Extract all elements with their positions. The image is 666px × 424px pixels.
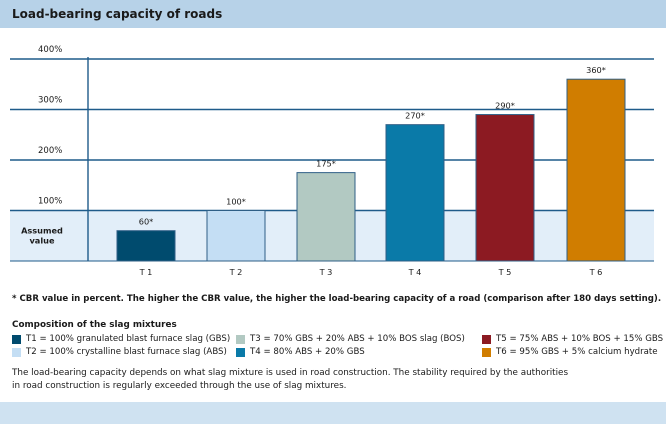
footer-band (0, 402, 666, 424)
bar-t1 (116, 230, 176, 262)
legend-heading: Composition of the slag mixtures (12, 320, 177, 330)
legend-item-t4: T4 = 80% ABS + 20% GBS (236, 347, 365, 357)
legend-label: T6 = 95% GBS + 5% calcium hydrate (496, 347, 658, 357)
legend-label: T5 = 75% ABS + 10% BOS + 15% GBS (496, 334, 664, 344)
x-tick-label: T 3 (319, 267, 333, 277)
title-band: Load-bearing capacity of roads (0, 0, 666, 28)
legend-label: T2 = 100% crystalline blast furnace slag… (26, 347, 227, 357)
y-tick-label: 400% (38, 45, 62, 55)
x-tick-label: T 2 (229, 267, 243, 277)
x-tick-label: T 6 (589, 267, 603, 277)
legend-item-t2: T2 = 100% crystalline blast furnace slag… (12, 347, 227, 357)
x-tick-label: T 1 (139, 267, 153, 277)
assumed-value-label: value (29, 236, 54, 246)
legend-swatch (236, 347, 245, 357)
bar-value-label: 60* (139, 217, 154, 227)
assumed-value-band-left (10, 210, 88, 261)
bar-value-label: 360* (586, 65, 606, 75)
y-tick-label: 100% (38, 197, 62, 207)
legend-label: T3 = 70% GBS + 20% ABS + 10% BOS slag (B… (250, 334, 465, 344)
legend-item-t6: T6 = 95% GBS + 5% calcium hydrate (482, 347, 658, 357)
legend-swatch (236, 334, 245, 344)
assumed-value-label: Assumed (21, 226, 63, 236)
bar-t2 (206, 210, 266, 262)
legend-swatch (482, 347, 491, 357)
legend-item-t1: T1 = 100% granulated blast furnace slag … (12, 334, 230, 344)
page-title: Load-bearing capacity of roads (12, 7, 223, 21)
description: The load-bearing capacity depends on wha… (12, 367, 652, 393)
assumed-value-band (88, 210, 654, 261)
bar-value-label: 175* (316, 159, 336, 169)
x-tick-label: T 5 (498, 267, 512, 277)
y-tick-label: 200% (38, 146, 62, 156)
legend-item-t3: T3 = 70% GBS + 20% ABS + 10% BOS slag (B… (236, 334, 465, 344)
bar-value-label: 290* (495, 101, 515, 111)
legend-label: T4 = 80% ABS + 20% GBS (250, 347, 365, 357)
x-tick-label: T 4 (408, 267, 422, 277)
description-line: in road construction is regularly exceed… (12, 381, 347, 391)
bar-t3 (296, 172, 356, 262)
legend-item-t5: T5 = 75% ABS + 10% BOS + 15% GBS (482, 334, 663, 344)
bar-value-label: 270* (405, 111, 425, 121)
bar-t5 (475, 114, 535, 262)
legend-swatch (12, 334, 21, 344)
legend-label: T1 = 100% granulated blast furnace slag … (26, 334, 231, 344)
cbr-footnote: * CBR value in percent. The higher the C… (12, 294, 662, 304)
bar-t6 (566, 78, 626, 262)
y-tick-label: 300% (38, 96, 62, 106)
bar-t4 (385, 124, 445, 262)
description-line: The load-bearing capacity depends on wha… (12, 368, 569, 378)
bar-value-label: 100* (226, 197, 246, 207)
legend-swatch (12, 347, 21, 357)
legend-swatch (482, 334, 491, 344)
